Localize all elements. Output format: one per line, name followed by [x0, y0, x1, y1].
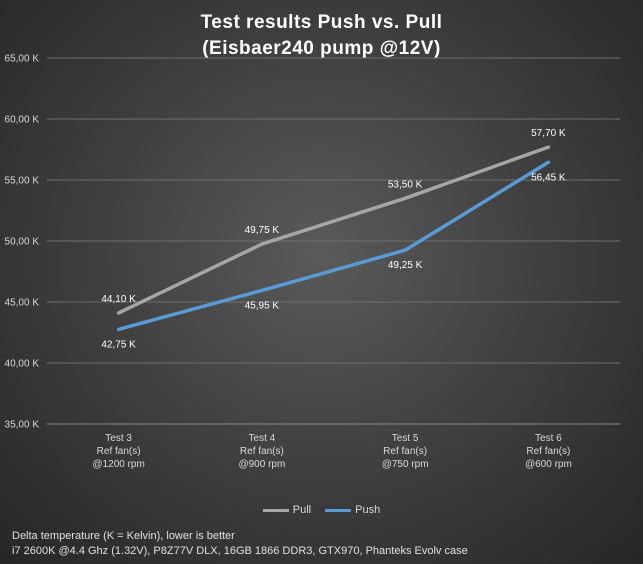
y-tick-label: 50,00 K	[5, 237, 40, 248]
data-label-pull: 57,70 K	[531, 128, 566, 139]
footnote-line2: i7 2600K @4.4 Ghz (1.32V), P8Z77V DLX, 1…	[12, 545, 468, 557]
data-label-push: 45,95 K	[245, 300, 280, 311]
x-tick-label: Test 3 Ref fan(s) @1200 rpm	[92, 433, 144, 470]
y-tick-label: 45,00 K	[5, 298, 40, 309]
x-tick-label: Test 6 Ref fan(s) @600 rpm	[525, 433, 572, 470]
data-label-pull: 44,10 K	[101, 294, 136, 305]
legend-label-pull: Pull	[292, 504, 312, 516]
legend-swatch-push	[325, 508, 352, 512]
chart-legend: Pull Push	[0, 504, 643, 516]
data-label-push: 42,75 K	[101, 339, 136, 350]
data-label-pull: 53,50 K	[388, 179, 423, 190]
y-tick-label: 65,00 K	[5, 54, 40, 65]
footnote-line1: Delta temperature (K = Kelvin), lower is…	[12, 530, 235, 542]
chart-title-line1: Test results Push vs. Pull	[200, 12, 443, 33]
legend-label-push: Push	[355, 504, 381, 516]
y-tick-label: 40,00 K	[5, 359, 40, 370]
legend-item-pull: Pull	[262, 504, 312, 516]
data-label-pull: 49,75 K	[245, 225, 280, 236]
legend-swatch-pull	[262, 508, 289, 512]
data-label-push: 56,45 K	[531, 172, 566, 183]
data-label-push: 49,25 K	[388, 260, 423, 271]
chart-title-line2: (Eisbaer240 pump @12V)	[202, 38, 441, 59]
x-tick-label: Test 5 Ref fan(s) @750 rpm	[382, 433, 429, 470]
y-tick-label: 60,00 K	[5, 115, 40, 126]
legend-item-push: Push	[325, 504, 380, 516]
x-tick-label: Test 4 Ref fan(s) @900 rpm	[238, 433, 285, 470]
y-tick-label: 55,00 K	[5, 176, 40, 187]
series-line-pull	[116, 145, 551, 315]
series-line-push	[116, 160, 551, 332]
y-tick-label: 35,00 K	[5, 420, 40, 431]
